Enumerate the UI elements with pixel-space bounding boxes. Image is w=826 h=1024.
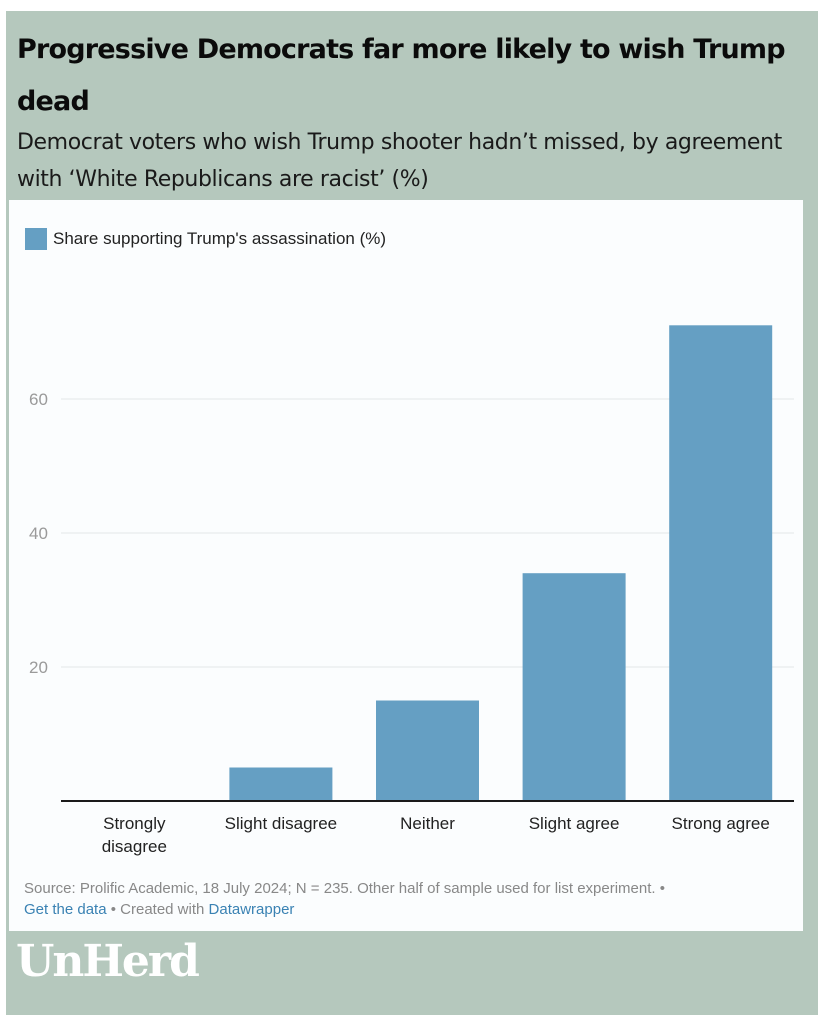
bar xyxy=(229,767,333,801)
datawrapper-link[interactable]: Datawrapper xyxy=(208,901,295,918)
x-tick-label: Neither xyxy=(400,814,455,833)
legend-label: Share supporting Trump's assassination (… xyxy=(53,229,387,248)
created-with-text: • Created with xyxy=(106,901,209,918)
y-tick-label: 20 xyxy=(29,658,48,677)
legend-swatch xyxy=(25,228,47,250)
bar xyxy=(376,700,479,801)
x-tick-label: Strongly xyxy=(103,814,166,833)
chart-title: Progressive Democrats far more likely to… xyxy=(17,34,786,117)
source-note: Source: Prolific Academic, 18 July 2024;… xyxy=(24,880,665,897)
y-tick-label: 60 xyxy=(29,390,48,409)
chart-footer: Source: Prolific Academic, 18 July 2024;… xyxy=(24,878,794,920)
x-tick-label: disagree xyxy=(102,837,167,856)
chart-subtitle: Democrat voters who wish Trump shooter h… xyxy=(17,130,782,192)
x-tick-label: Slight disagree xyxy=(225,814,337,833)
bar xyxy=(522,573,626,801)
y-tick-label: 40 xyxy=(29,524,48,543)
unherd-logo: UnHerd xyxy=(16,936,200,987)
legend: Share supporting Trump's assassination (… xyxy=(25,228,386,250)
get-data-link[interactable]: Get the data xyxy=(24,901,107,918)
chart-panel: Share supporting Trump's assassination (… xyxy=(9,200,803,931)
x-tick-label: Strong agree xyxy=(672,814,770,833)
bar xyxy=(669,325,773,801)
bar-chart: 20 40 60 Strongly disagree Slight disagree Nei… xyxy=(29,325,794,856)
x-tick-label: Slight agree xyxy=(529,814,620,833)
